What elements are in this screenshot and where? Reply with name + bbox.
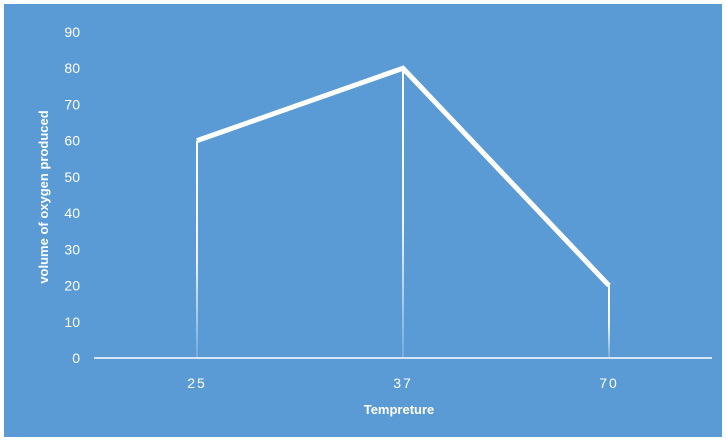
drop-line <box>402 68 404 358</box>
y-tick-label: 40 <box>64 205 80 221</box>
x-axis-title: Tempreture <box>364 402 435 417</box>
y-tick-label: 20 <box>64 278 80 294</box>
drop-lines <box>196 68 610 358</box>
y-tick-label: 70 <box>64 96 80 112</box>
y-tick-labels: 0 10 20 30 40 50 60 70 80 90 <box>64 24 80 366</box>
y-tick-label: 60 <box>64 133 80 149</box>
y-tick-label: 90 <box>64 24 80 40</box>
y-tick-label: 80 <box>64 60 80 76</box>
chart-svg: 0 10 20 30 40 50 60 70 80 90 25 37 70 Tempreture vo… <box>36 24 712 417</box>
y-tick-label: 10 <box>64 314 80 330</box>
x-tick-label: 37 <box>393 375 413 391</box>
drop-line <box>608 285 610 358</box>
chart-area: 0 10 20 30 40 50 60 70 80 90 25 37 70 Tempreture vo… <box>4 4 722 437</box>
drop-line <box>196 140 198 358</box>
y-tick-label: 50 <box>64 169 80 185</box>
y-tick-label: 0 <box>72 350 80 366</box>
series-line <box>196 65 611 288</box>
x-tick-label: 70 <box>599 375 619 391</box>
x-tick-label: 25 <box>187 375 207 391</box>
y-tick-label: 30 <box>64 241 80 257</box>
y-axis-title: volume of oxygen produced <box>36 110 51 283</box>
x-tick-labels: 25 37 70 <box>187 375 619 391</box>
